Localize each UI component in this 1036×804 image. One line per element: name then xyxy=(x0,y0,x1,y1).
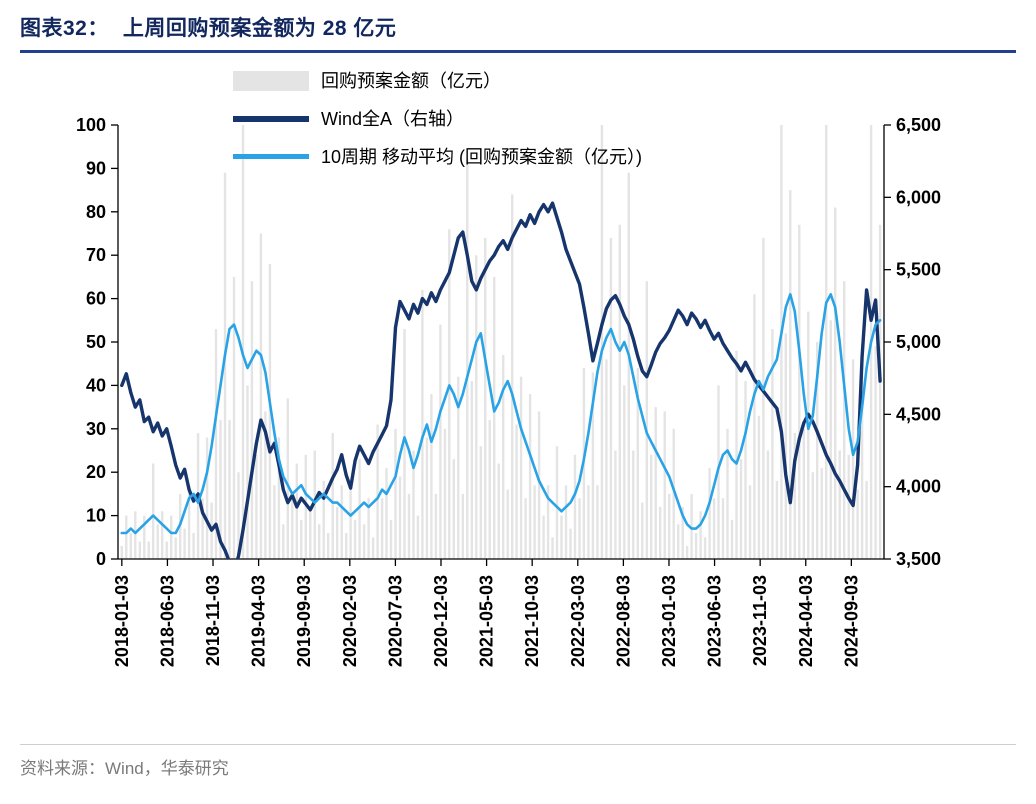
left-axis-tick-label: 60 xyxy=(86,289,106,309)
right-axis-tick-label: 5,500 xyxy=(896,260,941,280)
page-title: 图表32： 上周回购预案金额为 28 亿元 xyxy=(20,12,1016,42)
left-axis-tick-label: 20 xyxy=(86,462,106,482)
buyback-amount-bars xyxy=(120,125,882,560)
source-text: 资料来源：Wind，华泰研究 xyxy=(20,759,229,778)
right-axis-tick-label: 4,000 xyxy=(896,477,941,497)
report-page: 图表32： 上周回购预案金额为 28 亿元 0 10 20 30 40 50 60 70 80 90… xyxy=(0,12,1036,804)
right-axis-tick-label: 6,500 xyxy=(896,115,941,135)
axis-labels: 0 10 20 30 40 50 60 70 80 90 100 3,500 4,000 4,500 5,0… xyxy=(76,115,941,667)
x-axis-date-label: 2018-06-03 xyxy=(157,575,177,667)
x-axis-date-label: 2022-08-03 xyxy=(613,575,633,667)
left-axis-tick-label: 0 xyxy=(96,549,106,569)
right-axis-tick-label: 5,000 xyxy=(896,332,941,352)
wind-all-a-line xyxy=(120,201,882,559)
x-axis-date-label: 2022-03-03 xyxy=(568,575,588,667)
left-axis-tick-label: 70 xyxy=(86,245,106,265)
legend-label: 10周期 移动平均 (回购预案金额（亿元）) xyxy=(321,147,642,167)
left-axis-tick-label: 100 xyxy=(76,115,106,135)
chart-title-prefix: 图表32： xyxy=(20,17,109,40)
right-axis-tick-label: 4,500 xyxy=(896,404,941,424)
x-axis-date-label: 2020-02-03 xyxy=(340,575,360,667)
chart-title-text: 上周回购预案金额为 28 亿元 xyxy=(122,17,397,40)
x-axis-date-label: 2020-12-03 xyxy=(431,575,451,667)
x-axis-date-label: 2019-09-03 xyxy=(294,575,314,667)
left-axis-tick-label: 90 xyxy=(86,158,106,178)
x-axis-date-label: 2024-04-03 xyxy=(796,575,816,667)
source-footer: 资料来源：Wind，华泰研究 xyxy=(20,744,1016,779)
left-axis-tick-label: 40 xyxy=(86,375,106,395)
x-axis-date-label: 2019-04-03 xyxy=(249,575,269,667)
x-axis-date-label: 2023-06-03 xyxy=(705,575,725,667)
x-axis-date-label: 2021-05-03 xyxy=(477,575,497,667)
left-axis-tick-label: 80 xyxy=(86,202,106,222)
legend-line-swatch xyxy=(233,116,309,122)
legend-label: 回购预案金额（亿元） xyxy=(321,71,501,91)
x-axis-date-label: 2023-11-03 xyxy=(750,575,770,666)
right-axis-tick-label: 3,500 xyxy=(896,549,941,569)
x-axis-date-label: 2023-01-03 xyxy=(659,575,679,667)
right-axis-tick-label: 6,000 xyxy=(896,187,941,207)
moving-average-line xyxy=(120,293,882,535)
chart-area: 0 10 20 30 40 50 60 70 80 90 100 3,500 4,000 4,500 5,0… xyxy=(0,53,1036,730)
x-axis-date-label: 2024-09-03 xyxy=(841,575,861,667)
chart-header: 图表32： 上周回购预案金额为 28 亿元 xyxy=(20,12,1016,53)
legend-bar-swatch xyxy=(233,71,309,91)
buyback-chart: 0 10 20 30 40 50 60 70 80 90 100 3,500 4,000 4,500 5,0… xyxy=(76,71,941,667)
x-axis-date-label: 2018-01-03 xyxy=(112,575,132,667)
legend-line-swatch xyxy=(233,154,309,159)
x-axis-date-label: 2018-11-03 xyxy=(203,575,223,666)
x-axis-date-label: 2021-10-03 xyxy=(522,575,542,667)
left-axis-tick-label: 30 xyxy=(86,419,106,439)
x-axis-date-label: 2020-07-03 xyxy=(385,575,405,667)
left-axis-tick-label: 50 xyxy=(86,332,106,352)
legend-label: Wind全A（右轴） xyxy=(321,109,464,129)
legend: 回购预案金额（亿元） Wind全A（右轴） 10周期 移动平均 (回购预案金额（亿元… xyxy=(233,71,642,167)
left-axis-tick-label: 10 xyxy=(86,506,106,526)
